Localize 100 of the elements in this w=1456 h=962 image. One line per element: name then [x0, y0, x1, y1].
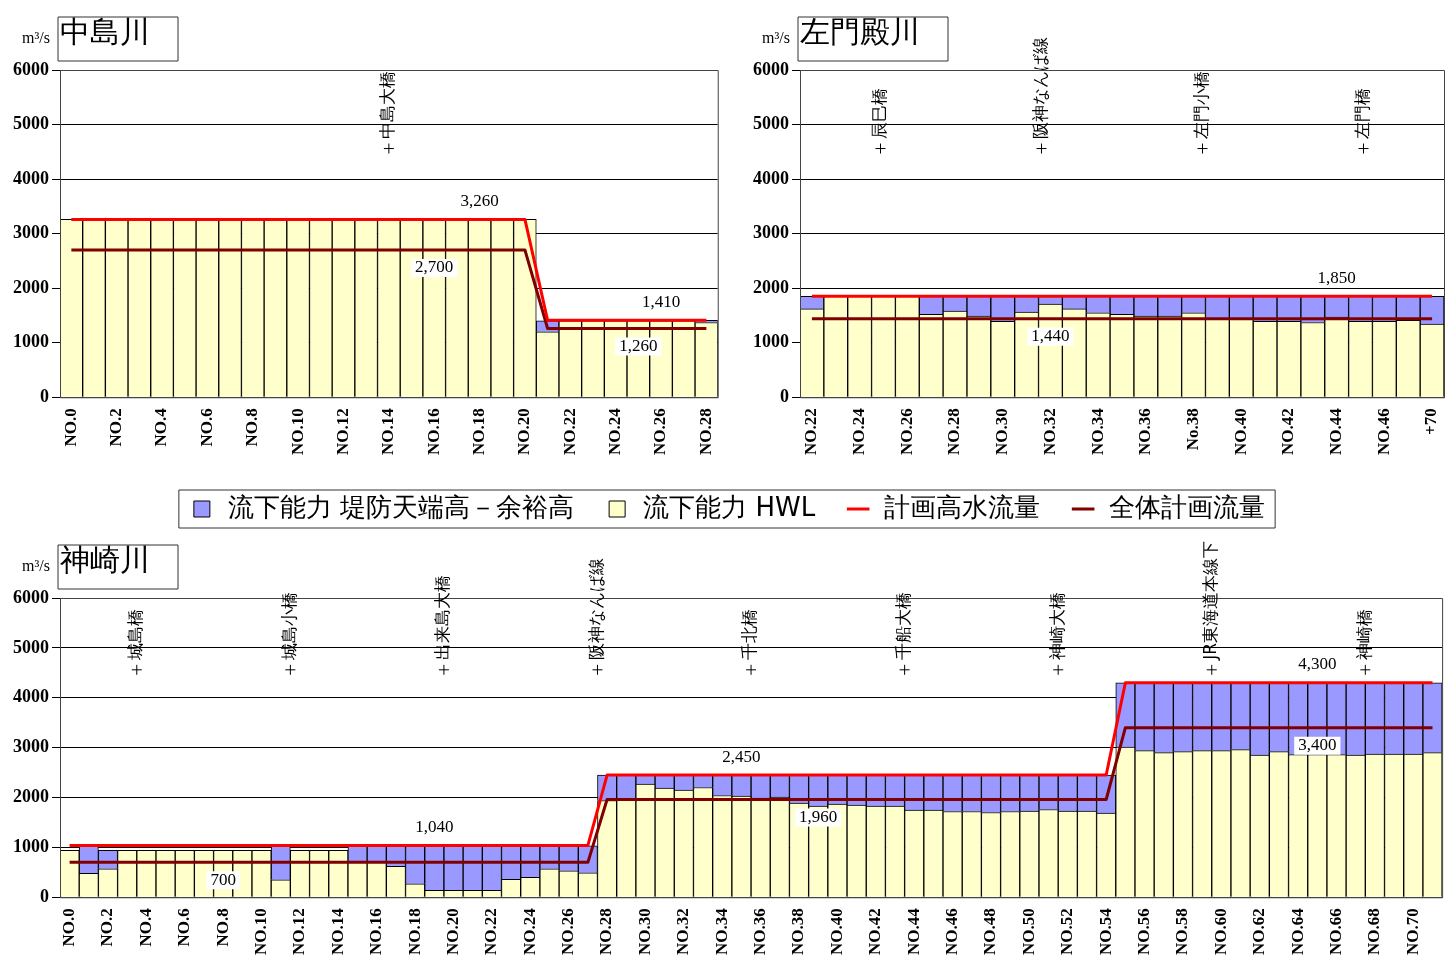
x-tick-label: NO.28 [596, 908, 616, 955]
y-tick-label: 5000 [753, 113, 789, 134]
y-tick-label: 6000 [753, 58, 789, 79]
x-tick-label: NO.2 [106, 408, 126, 447]
x-tick-label: NO.8 [242, 408, 262, 447]
x-tick-label: NO.62 [1249, 908, 1269, 955]
x-tick-label: NO.36 [750, 908, 770, 955]
y-tick-label: 1000 [13, 331, 49, 352]
y-tick-label: 2000 [753, 276, 789, 297]
x-tick-label: NO.2 [97, 908, 117, 947]
y-tick-label: 0 [40, 885, 49, 906]
data-label: 1,960 [799, 806, 838, 826]
y-tick-label: 0 [780, 385, 789, 406]
y-tick-label: 1000 [753, 331, 789, 352]
annotation: 神崎大橋 [1046, 591, 1067, 660]
y-tick-label: 5000 [13, 113, 49, 134]
x-tick-label: NO.10 [287, 408, 307, 455]
x-tick-label: NO.26 [650, 408, 670, 455]
x-tick-label: +70 [1421, 408, 1441, 435]
x-tick-label: NO.24 [849, 407, 869, 455]
x-tick-label: NO.30 [992, 408, 1012, 455]
data-label: 3,260 [460, 190, 499, 210]
x-tick-label: NO.22 [481, 908, 501, 955]
y-tick-label: 3000 [13, 736, 49, 757]
x-tick-label: NO.10 [250, 908, 270, 955]
data-label: 1,260 [619, 336, 658, 355]
x-tick-label: NO.26 [896, 408, 916, 455]
annotation: 神崎橋 [1353, 608, 1374, 660]
y-tick-label: 2000 [13, 276, 49, 297]
x-tick-label: NO.12 [332, 408, 352, 455]
annotation: 左門橋 [1351, 87, 1372, 139]
x-tick-label: NO.34 [711, 907, 731, 955]
x-tick-label: NO.42 [1278, 408, 1298, 455]
chart-title: 左門殿川 [800, 13, 920, 49]
legend-label: 流下能力 堤防天端高－余裕高 [227, 491, 575, 522]
x-tick-label: NO.40 [826, 908, 846, 955]
x-tick-label: NO.14 [378, 407, 398, 455]
x-tick-label: NO.0 [60, 408, 80, 447]
x-tick-label: NO.32 [673, 908, 693, 955]
y-tick-label: 3000 [753, 222, 789, 243]
x-tick-label: NO.4 [151, 407, 171, 447]
x-tick-label: NO.6 [174, 908, 194, 947]
x-tick-label: NO.52 [1057, 908, 1077, 955]
y-tick-label: 4000 [753, 167, 789, 188]
x-tick-label: NO.26 [558, 908, 578, 955]
x-tick-label: NO.70 [1402, 908, 1422, 955]
chart-title: 神崎川 [60, 541, 150, 577]
y-tick-label: 4000 [13, 686, 49, 707]
x-tick-label: NO.34 [1087, 407, 1107, 455]
x-tick-label: NO.30 [634, 908, 654, 955]
x-tick-label: NO.68 [1364, 908, 1384, 955]
data-label: 4,300 [1298, 654, 1337, 674]
y-tick-label: 1000 [13, 836, 49, 857]
x-tick-label: NO.28 [695, 408, 715, 455]
x-tick-label: NO.60 [1210, 908, 1230, 955]
y-axis-title: m³/s [22, 557, 50, 575]
data-label: 700 [210, 869, 236, 889]
y-tick-label: 6000 [13, 586, 49, 607]
data-label: 1,850 [1317, 267, 1356, 287]
x-tick-label: NO.16 [366, 908, 386, 955]
data-label: 1,410 [641, 291, 681, 311]
data-label: 2,450 [722, 746, 761, 766]
x-tick-label: NO.38 [788, 908, 808, 955]
y-axis-title: m³/s [762, 29, 790, 47]
x-tick-label: NO.64 [1287, 907, 1307, 955]
y-axis-title: m³/s [22, 29, 50, 47]
x-tick-label: NO.54 [1095, 907, 1115, 955]
x-tick-label: NO.20 [442, 908, 462, 955]
data-label: 1,040 [415, 816, 454, 836]
y-tick-label: 2000 [13, 786, 49, 807]
x-tick-label: NO.22 [559, 408, 579, 455]
x-tick-label: NO.50 [1018, 908, 1038, 955]
legend-label: 流下能力 HWL [643, 491, 816, 522]
x-tick-label: NO.42 [865, 908, 885, 955]
x-tick-label: NO.20 [514, 408, 534, 455]
x-tick-label: NO.0 [58, 908, 78, 947]
data-label: 3,400 [1298, 735, 1337, 755]
x-tick-label: NO.44 [903, 907, 923, 955]
annotation: 左門小橋 [1190, 70, 1211, 139]
data-label: 1,440 [1031, 326, 1070, 346]
x-tick-label: NO.16 [423, 408, 443, 455]
x-tick-label: NO.24 [605, 407, 625, 455]
x-tick-label: NO.36 [1135, 408, 1155, 455]
x-tick-label: NO.12 [289, 908, 309, 955]
x-tick-label: NO.8 [212, 908, 232, 947]
annotation: 阪神なんば線 [1029, 36, 1050, 139]
x-tick-label: NO.22 [801, 408, 821, 455]
chart-title: 中島川 [60, 13, 150, 49]
x-tick-label: NO.18 [404, 908, 424, 955]
x-tick-label: NO.66 [1325, 908, 1345, 955]
x-tick-label: NO.24 [519, 907, 539, 955]
x-tick-label: NO.48 [980, 908, 1000, 955]
x-tick-label: No.38 [1182, 408, 1202, 451]
x-tick-label: NO.28 [944, 408, 964, 455]
x-tick-label: NO.14 [327, 907, 347, 955]
y-tick-label: 4000 [13, 167, 49, 188]
x-tick-label: NO.32 [1039, 408, 1059, 455]
x-tick-label: NO.58 [1172, 908, 1192, 955]
x-tick-label: NO.44 [1326, 407, 1346, 455]
y-tick-label: 0 [40, 385, 49, 406]
